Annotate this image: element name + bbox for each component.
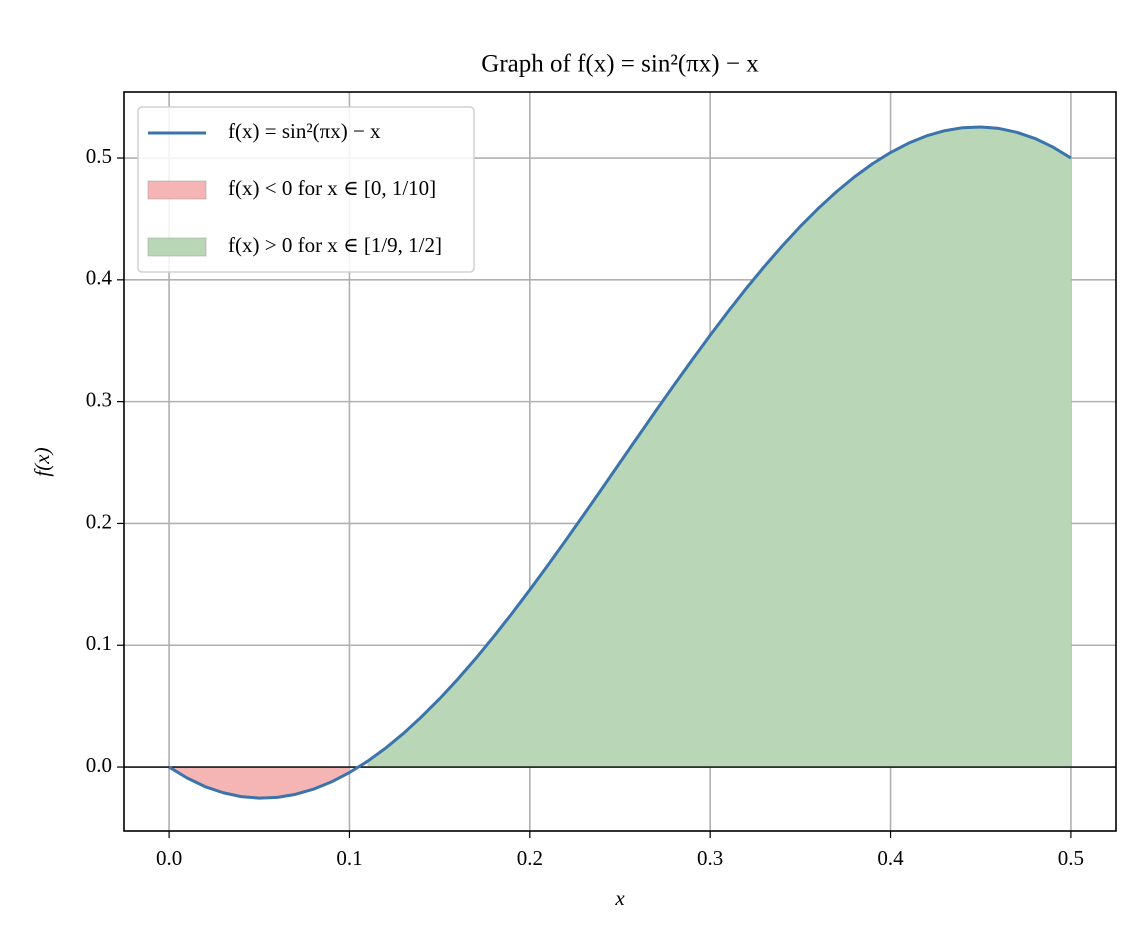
x-tick-label: 0.0 [156,846,182,870]
legend-label: f(x) < 0 for x ∈ [0, 1/10] [228,176,436,200]
x-tick-label: 0.1 [336,846,362,870]
x-tick-label: 0.3 [697,846,723,870]
x-axis-label: x [614,886,625,910]
y-tick-label: 0.3 [86,387,112,411]
chart-title: Graph of f(x) = sin²(πx) − x [481,51,759,78]
y-axis-label: f(x) [30,447,54,476]
y-tick-label: 0.1 [86,631,112,655]
x-tick-label: 0.4 [877,846,904,870]
legend-swatch [147,180,207,200]
legend-box [137,106,475,273]
area [367,126,1071,768]
y-tick-label: 0.2 [86,509,112,533]
legend-label: f(x) > 0 for x ∈ [1/9, 1/2] [228,233,442,257]
y-tick-label: 0.0 [86,753,112,777]
legend-swatch [147,237,207,257]
legend-label: f(x) = sin²(πx) − x [228,119,381,143]
x-tick-label: 0.2 [517,846,543,870]
x-tick-label: 0.5 [1058,846,1084,870]
axes-frame [123,91,1117,832]
y-tick-label: 0.4 [86,266,113,290]
line [168,125,1072,800]
y-tick-label: 0.5 [86,144,112,168]
